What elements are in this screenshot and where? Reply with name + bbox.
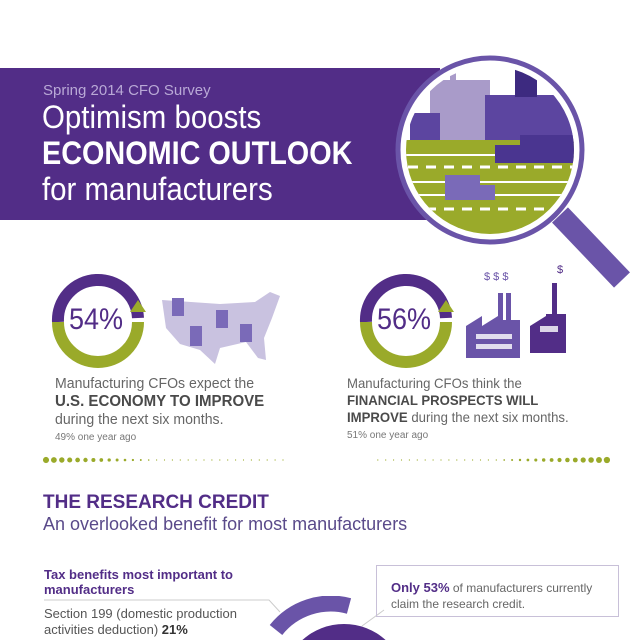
divider-dot xyxy=(557,457,562,463)
divider-dot xyxy=(424,459,426,461)
divider-dot xyxy=(448,459,450,461)
divider-dot xyxy=(541,458,546,462)
title-line-3: for manufacturers xyxy=(42,171,273,207)
divider-dot xyxy=(479,459,482,461)
divider-dot xyxy=(139,459,142,461)
stat-prior-2: 51% one year ago xyxy=(347,430,429,441)
divider-dot xyxy=(211,459,213,461)
stat-text-post: during the next six months. xyxy=(407,409,569,425)
divider-dot xyxy=(179,459,181,461)
magnifier-illustration xyxy=(395,55,630,288)
divider-dot xyxy=(565,457,570,463)
donut-chart xyxy=(44,596,386,640)
divider-dot xyxy=(495,459,497,461)
divider-dot xyxy=(75,457,80,463)
title-line-1: Optimism boosts xyxy=(42,99,262,135)
stat-description-1: Manufacturing CFOs expect the U.S. ECONO… xyxy=(55,375,281,429)
ring-54-icon xyxy=(51,274,146,368)
section-199-label: Section 199 (domestic production activit… xyxy=(44,606,237,637)
divider-dot xyxy=(51,457,57,463)
research-credit-callout: Only 53% of manufacturers currently clai… xyxy=(376,565,619,617)
divider-dot xyxy=(385,459,387,461)
ring-56-icon xyxy=(359,274,454,368)
survey-kicker: Spring 2014 CFO Survey xyxy=(43,82,211,99)
divider-dot xyxy=(549,458,554,462)
divider-dot xyxy=(393,459,395,461)
divider-dot xyxy=(266,459,268,461)
stat-value-56: 56% xyxy=(377,303,432,336)
divider-dot xyxy=(511,458,514,462)
research-heading: THE RESEARCH CREDIT xyxy=(43,492,269,513)
callout-text: of manufacturers currently claim the res… xyxy=(391,581,593,611)
divider-dot xyxy=(242,459,245,461)
divider-dot xyxy=(408,459,410,461)
dotted-divider xyxy=(42,456,610,464)
divider-dot xyxy=(83,457,88,463)
divider-dot xyxy=(227,459,229,461)
stat-prior-1: 49% one year ago xyxy=(55,432,137,443)
divider-dot xyxy=(155,459,158,461)
divider-dot xyxy=(171,459,173,461)
divider-dot xyxy=(59,457,65,463)
divider-dot xyxy=(282,459,284,461)
divider-dot xyxy=(572,457,578,463)
divider-dot xyxy=(472,459,474,461)
title-line-2: ECONOMIC OUTLOOK xyxy=(42,135,353,171)
stat-description-2: Manufacturing CFOs think the FINANCIAL P… xyxy=(347,375,591,426)
divider-dot xyxy=(440,459,442,461)
divider-dot xyxy=(131,458,135,462)
section-199-item: Section 199 (domestic production activit… xyxy=(44,606,244,638)
tax-benefits-heading: Tax benefits most important to manufactu… xyxy=(44,567,233,597)
divider-dot xyxy=(187,459,189,461)
divider-dot xyxy=(416,459,418,461)
divider-dot xyxy=(377,459,379,461)
divider-dot xyxy=(147,459,150,461)
stat-text-bold: FINANCIAL PROSPECTS WILL IMPROVE xyxy=(347,392,539,425)
divider-dot xyxy=(503,459,506,461)
header-banner xyxy=(0,68,440,220)
divider-dot xyxy=(250,459,252,461)
divider-dot xyxy=(596,457,602,463)
divider-dot xyxy=(115,458,119,462)
svg-text:$: $ xyxy=(557,264,563,276)
divider-dot xyxy=(91,457,96,463)
divider-dot xyxy=(456,459,458,461)
divider-dot xyxy=(487,459,489,461)
stat-text-bold: U.S. ECONOMY TO IMPROVE xyxy=(55,393,265,410)
stat-text-pre: Manufacturing CFOs think the xyxy=(347,375,522,391)
divider-dot xyxy=(588,457,594,463)
research-subheading: An overlooked benefit for most manufactu… xyxy=(43,514,408,534)
factory-money-icon: $ $ $ $ xyxy=(466,264,566,358)
divider-dot xyxy=(107,458,111,462)
divider-dot xyxy=(235,459,237,461)
stat-text-post: during the next six months. xyxy=(55,411,224,428)
donut-segment-section-199 xyxy=(269,596,352,636)
divider-dot xyxy=(99,458,104,462)
section-199-value: 21% xyxy=(161,622,188,637)
divider-dot xyxy=(274,459,276,461)
divider-dot xyxy=(123,458,127,462)
divider-dot xyxy=(526,458,530,462)
stat-text-pre: Manufacturing CFOs expect the xyxy=(55,375,255,392)
divider-dot xyxy=(163,459,166,461)
divider-dot xyxy=(400,459,403,461)
divider-dot xyxy=(518,458,522,462)
svg-text:$ $ $: $ $ $ xyxy=(484,271,508,283)
donut-center xyxy=(302,623,386,640)
stat-value-54: 54% xyxy=(69,303,124,336)
divider-dot xyxy=(603,456,610,464)
callout-bold: Only 53% xyxy=(391,580,450,595)
divider-dot xyxy=(432,459,434,461)
divider-dot xyxy=(203,459,205,461)
divider-dot xyxy=(258,459,260,461)
divider-dot xyxy=(580,457,586,463)
divider-dot xyxy=(534,458,538,462)
us-map-icon xyxy=(162,292,280,364)
divider-dot xyxy=(464,459,466,461)
divider-dot xyxy=(67,457,73,463)
divider-dot xyxy=(42,456,50,464)
divider-dot xyxy=(219,459,221,461)
divider-dot xyxy=(195,459,197,461)
